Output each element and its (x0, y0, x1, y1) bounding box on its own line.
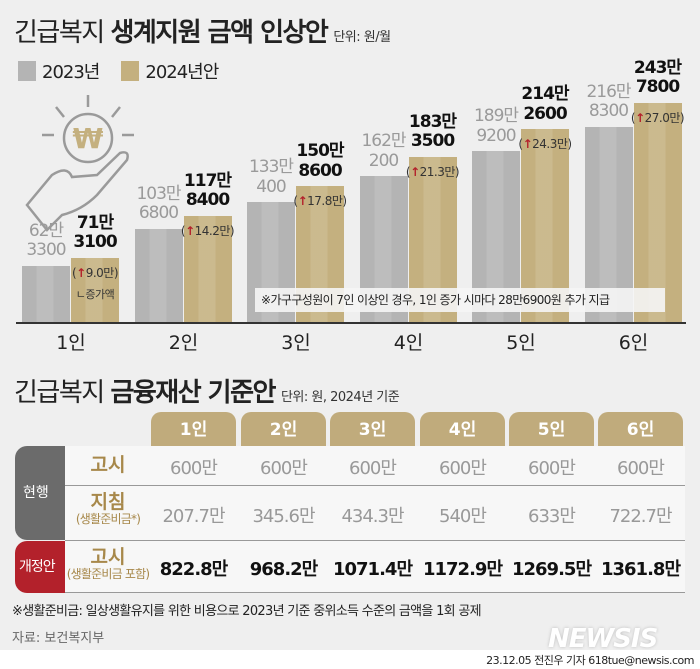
column-header: 5인 (509, 412, 594, 446)
x-axis-line (16, 322, 686, 324)
increase-label: (↑27.0만) (630, 110, 685, 125)
svg-text:₩: ₩ (73, 122, 104, 155)
value-label-2024: 150만 8600 (296, 141, 344, 181)
source: 자료: 보건복지부 (12, 631, 105, 646)
column-header: 1인 (151, 412, 236, 446)
table-row (65, 541, 685, 593)
bar-2024 (183, 215, 232, 322)
legend: 2023년 2024년안 (18, 58, 219, 84)
up-arrow-icon: ↑ (185, 223, 195, 238)
table-cell: 1172.9만 (422, 559, 503, 580)
value-label-2023: 162만 200 (361, 131, 406, 171)
table-cell: 600만 (439, 458, 487, 479)
value-label-2024: 183만 3500 (408, 111, 457, 152)
chart-footnote: ※가구구성원이 7인 이상인 경우, 1인 증가 시마다 28만6900원 추가… (255, 288, 665, 312)
x-tick-label: 4인 (393, 332, 424, 354)
up-arrow-icon: ↑ (410, 164, 420, 179)
x-tick-label: 3인 (281, 332, 311, 354)
table-row (65, 446, 685, 486)
legend-swatch-2024 (121, 61, 140, 81)
table-cell: 600만 (349, 458, 397, 479)
value-label-2024: 214만 2600 (521, 84, 569, 124)
row-label: 고시 (90, 454, 126, 476)
table-cell: 540만 (439, 505, 487, 527)
table-cell: 1269.5만 (511, 559, 592, 580)
increase-label: (↑14.2만) (180, 223, 235, 238)
value-label-2024: 71만 3100 (73, 212, 117, 253)
x-tick-label: 2인 (168, 332, 199, 354)
up-arrow-icon: ↑ (522, 137, 533, 152)
table-cell: 1361.8만 (600, 559, 681, 580)
table-cell: 600만 (528, 458, 576, 479)
newsis-logo: NEWSIS (548, 624, 658, 654)
legend-swatch-2023 (18, 61, 36, 81)
table-cell: 1071.4만 (332, 559, 413, 580)
value-label-2023: 133만 400 (248, 157, 294, 197)
column-header: 4인 (420, 412, 505, 446)
bar-2024 (633, 102, 682, 322)
bar-2023 (134, 228, 183, 322)
value-label-2023: 62만 3300 (26, 220, 66, 261)
up-arrow-icon: ↑ (635, 110, 645, 125)
table-cell: 600만 (260, 458, 308, 479)
table-cell: 822.8만 (159, 559, 229, 580)
table-cell: 207.7만 (162, 505, 225, 527)
up-arrow-icon: ↑ (76, 265, 86, 280)
chart-unit: 단위: 원/월 (333, 30, 391, 45)
increase-note: ㄴ증가액 (75, 287, 115, 301)
value-label-2023: 103만 6800 (136, 183, 181, 224)
table-cell: 434.3만 (341, 505, 404, 527)
value-label-2024: 117만 8400 (183, 170, 232, 211)
table-row (65, 486, 685, 541)
x-tick-label: 1인 (56, 332, 86, 354)
table-unit: 단위: 원, 2024년 기준 (280, 390, 400, 405)
x-tick-label: 5인 (506, 332, 536, 354)
column-header: 6인 (598, 412, 683, 446)
bar-2024 (71, 257, 119, 322)
column-header: 3인 (330, 412, 415, 446)
value-label-2023: 189만 9200 (473, 106, 519, 146)
table-cell: 722.7만 (609, 505, 672, 527)
row-label: 고시 (생활준비금 포함) (66, 546, 150, 581)
increase-label: (↑24.3만) (518, 137, 572, 152)
bar-2023 (22, 265, 70, 322)
table-cell: 968.2만 (249, 559, 319, 580)
increase-label: (↑21.3만) (405, 164, 460, 179)
x-tick-label: 6인 (618, 332, 649, 354)
table-footnote: ※생활준비금: 일상생활유지를 위한 비용으로 2023년 기준 중위소득 수준… (12, 604, 482, 619)
value-label-2024: 243만 7800 (633, 57, 682, 98)
table-cell: 600만 (617, 458, 665, 479)
table-cell: 600만 (170, 458, 218, 479)
table-title: 긴급복지 금융재산 기준안 단위: 원, 2024년 기준 (14, 378, 400, 408)
value-label-2023: 216만 8300 (586, 81, 631, 122)
legend-label-2024: 2024년안 (145, 62, 219, 83)
legend-label-2023: 2023년 (42, 62, 100, 83)
table-cell: 633만 (528, 505, 576, 527)
row-label: 지침 (생활준비금*) (75, 491, 141, 526)
increase-label: (↑17.8만) (293, 194, 347, 209)
table-cell: 345.6만 (252, 505, 315, 527)
column-header: 2인 (241, 412, 326, 446)
credit: 23.12.05 전진우 기자 618tue@newsis.com (486, 654, 694, 667)
up-arrow-icon: ↑ (297, 194, 308, 209)
chart-title: 긴급복지 생계지원 금액 인상안 단위: 원/월 (14, 18, 391, 48)
increase-label: (↑9.0만) (71, 265, 119, 280)
hand-won-bulb-icon: ₩ (25, 95, 134, 232)
